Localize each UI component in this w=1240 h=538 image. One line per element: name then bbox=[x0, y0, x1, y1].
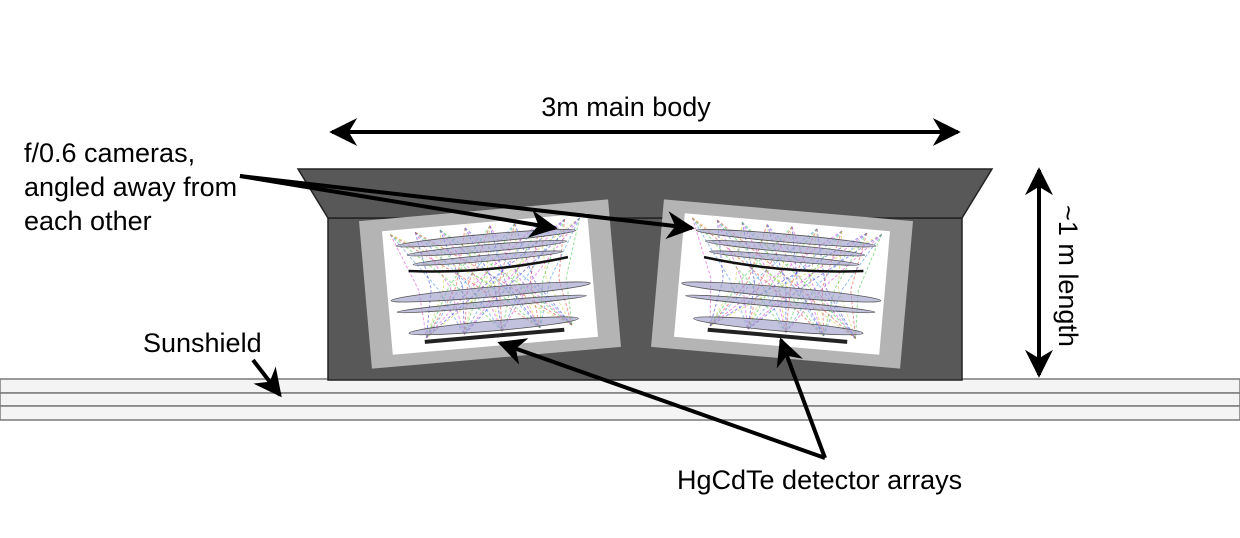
sunshield-layer bbox=[0, 392, 1240, 407]
lens-element bbox=[412, 250, 563, 266]
light-ray bbox=[691, 217, 712, 326]
lens-element bbox=[396, 294, 587, 314]
light-ray bbox=[529, 221, 541, 328]
light-ray bbox=[850, 233, 868, 339]
detector-arrow-right bbox=[776, 337, 827, 459]
light-ray bbox=[709, 232, 867, 327]
light-ray bbox=[785, 232, 868, 333]
light-ray bbox=[747, 224, 768, 330]
light-ray bbox=[463, 223, 516, 335]
light-ray bbox=[539, 217, 581, 328]
light-ray bbox=[791, 226, 825, 337]
camera-left bbox=[359, 199, 621, 369]
light-ray bbox=[389, 234, 465, 335]
light-ray bbox=[514, 223, 541, 329]
light-ray bbox=[426, 218, 565, 339]
detector-array bbox=[424, 327, 565, 344]
light-ray bbox=[414, 232, 432, 338]
cameras-label-line-1: f/0.6 cameras, bbox=[24, 138, 195, 168]
light-ray bbox=[425, 225, 491, 338]
light-ray bbox=[463, 227, 476, 335]
light-ray bbox=[709, 220, 724, 327]
body-top-flare bbox=[296, 168, 994, 219]
light-ray bbox=[717, 219, 856, 339]
light-ray bbox=[692, 217, 787, 333]
lens-edge bbox=[703, 255, 864, 273]
lens-element bbox=[681, 281, 882, 303]
light-ray bbox=[747, 228, 818, 330]
lens-element bbox=[695, 228, 877, 248]
light-ray bbox=[463, 218, 566, 335]
detectors-label: HgCdTe detector arrays bbox=[677, 465, 962, 495]
light-ray bbox=[501, 217, 580, 332]
light-ray bbox=[823, 234, 883, 337]
light-ray bbox=[489, 225, 541, 329]
lens-element bbox=[406, 239, 567, 257]
light-ray bbox=[821, 230, 843, 336]
cameras-label-line-3: each other bbox=[24, 206, 152, 236]
detector-array bbox=[707, 327, 848, 344]
light-ray bbox=[463, 217, 580, 335]
light-ray bbox=[486, 225, 503, 332]
lens-edge bbox=[408, 255, 569, 273]
light-ray bbox=[414, 231, 573, 326]
lens-element bbox=[705, 239, 866, 257]
light-ray bbox=[390, 234, 541, 329]
light-ray bbox=[778, 226, 793, 333]
lens-element bbox=[685, 294, 876, 314]
light-ray bbox=[709, 226, 793, 327]
lens-element bbox=[408, 316, 579, 336]
light-ray bbox=[565, 217, 581, 326]
sunshield-layer bbox=[0, 405, 1240, 421]
camera-arrow-left bbox=[239, 174, 558, 238]
lens-element bbox=[693, 316, 864, 336]
light-ray bbox=[692, 217, 824, 337]
light-ray bbox=[809, 228, 825, 336]
main-body-label: 3m main body bbox=[541, 92, 711, 122]
lens-stack bbox=[681, 228, 882, 344]
camera-arrow-right bbox=[239, 174, 695, 240]
light-ray bbox=[389, 234, 427, 338]
sunshield bbox=[0, 378, 1240, 421]
light-ray bbox=[785, 234, 883, 333]
sunshield-label: Sunshield bbox=[143, 328, 262, 358]
annotation-arrows bbox=[239, 118, 1053, 460]
lens-element bbox=[709, 250, 860, 266]
light-ray bbox=[501, 218, 566, 332]
cameras-label-line-2: angled away from bbox=[24, 172, 237, 202]
length-label: ~1 m length bbox=[1053, 205, 1083, 347]
sunshield-arrow bbox=[251, 358, 282, 398]
light-ray bbox=[691, 217, 749, 330]
light-ray bbox=[389, 234, 503, 332]
light-ray bbox=[747, 234, 882, 330]
lens-element bbox=[390, 281, 591, 303]
camera-right bbox=[651, 199, 913, 369]
light-ray bbox=[747, 232, 868, 330]
light-ray bbox=[558, 219, 573, 326]
light-ray bbox=[855, 234, 883, 339]
detector-arrow-left bbox=[497, 338, 826, 460]
